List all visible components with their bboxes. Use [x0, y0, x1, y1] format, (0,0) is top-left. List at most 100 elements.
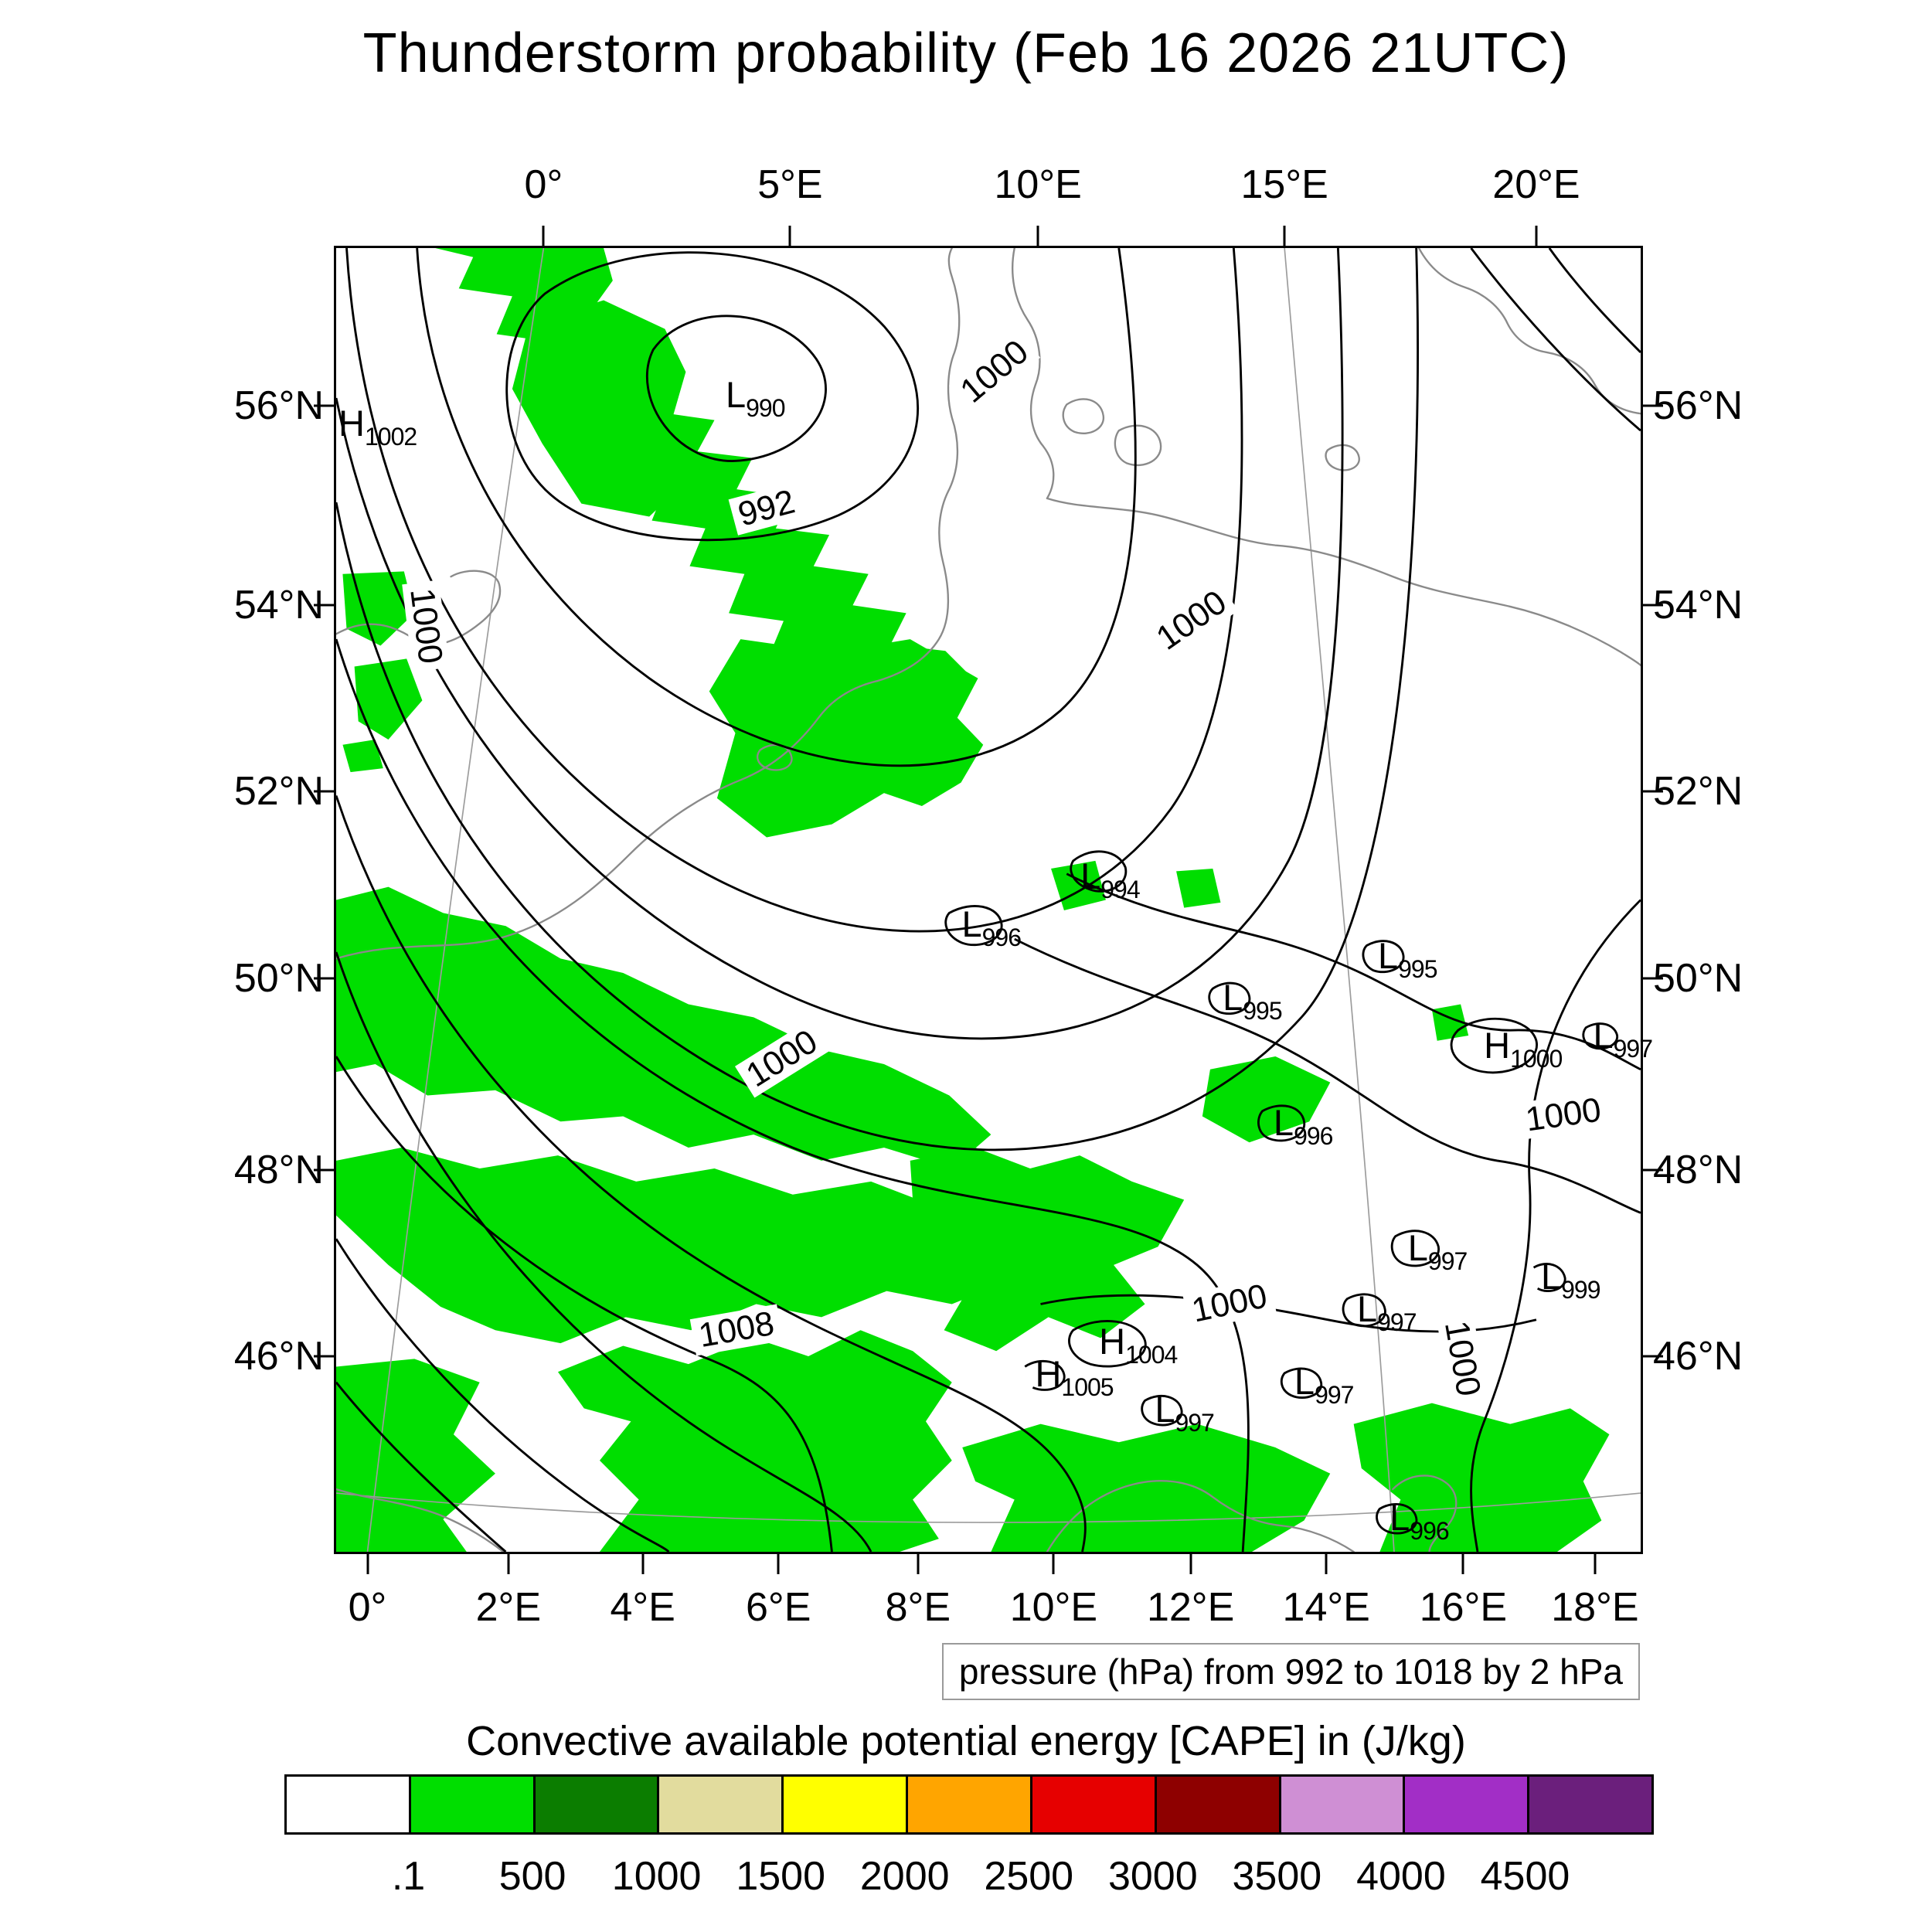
pressure-contour	[1390, 1230, 1440, 1267]
pressure-center: L997	[1155, 1388, 1215, 1437]
cape-shaded-region	[962, 1423, 1331, 1552]
pressure-contour	[336, 1056, 833, 1552]
pressure-contour	[645, 315, 827, 462]
axis-tick-label-top: 15°E	[1240, 162, 1328, 207]
pressure-center-value: 996	[1410, 1516, 1449, 1545]
axis-tick-label-bottom: 0°	[348, 1585, 387, 1630]
coastline	[1046, 497, 1641, 667]
pressure-center-value: 995	[1398, 954, 1437, 983]
pressure-center-value: 999	[1561, 1275, 1600, 1304]
pressure-center-value: 997	[1427, 1247, 1468, 1275]
axis-tick-label-bottom: 14°E	[1282, 1585, 1370, 1630]
coastline	[1012, 248, 1055, 500]
axis-tick-top	[542, 226, 545, 246]
pressure-center-letter: L	[1080, 855, 1101, 896]
pressure-center: H1005	[1035, 1352, 1114, 1401]
axis-tick-bottom	[366, 1554, 369, 1574]
pressure-contour	[944, 905, 1003, 947]
pressure-contour	[1068, 1320, 1147, 1368]
pressure-center-letter: H	[338, 403, 366, 444]
graticule-line	[1284, 248, 1395, 1552]
axis-tick-label-right: 56°N	[1653, 383, 1743, 429]
pressure-center-letter: L	[1223, 976, 1243, 1018]
axis-tick-label-top: 20°E	[1492, 162, 1580, 207]
coastline	[1046, 1480, 1355, 1552]
colorbar	[284, 1774, 1654, 1835]
colorbar-cell	[410, 1777, 536, 1832]
map-frame: 1000 992 1000 1000 1000 1000 1000 1000 1008 H1002…	[234, 162, 1743, 1630]
pressure-contour	[505, 251, 919, 542]
pressure-center-letter: L	[1377, 934, 1399, 976]
pressure-contour	[416, 248, 1137, 767]
pressure-contour	[1141, 1394, 1183, 1427]
contour-value-label: 1008	[689, 1304, 784, 1356]
pressure-contour	[1257, 1104, 1305, 1142]
axis-tick-label-bottom: 10°E	[1009, 1585, 1098, 1630]
pressure-center-letter: L	[1593, 1014, 1614, 1056]
colorbar-cell	[1032, 1777, 1157, 1832]
contour-value-label: 1000	[1436, 1312, 1488, 1406]
pressure-center: L999	[1540, 1254, 1601, 1303]
coastline	[876, 248, 961, 682]
pressure-center-value: 994	[1100, 875, 1140, 903]
pressure-center-value: 996	[981, 923, 1022, 951]
axis-tick-top	[1283, 226, 1286, 246]
pressure-contour	[1208, 981, 1251, 1015]
contour-value-label: 1000	[402, 580, 450, 672]
axis-tick-bottom	[777, 1554, 780, 1574]
pressure-center-letter: L	[1389, 1496, 1410, 1538]
pressure-center-letter: H	[1099, 1320, 1126, 1362]
pressure-contour	[345, 248, 1243, 933]
pressure-contour	[336, 795, 1087, 1552]
map-overlays: 1000 992 1000 1000 1000 1000 1000 1000 1008 H1002…	[336, 248, 1653, 1552]
axis-tick-right	[1643, 1168, 1663, 1172]
pressure-contour	[1532, 1263, 1566, 1293]
axis-tick-bottom	[1594, 1554, 1597, 1574]
pressure-contour	[1040, 1294, 1537, 1333]
pressure-contour	[1342, 1293, 1386, 1328]
axis-tick-label-right: 52°N	[1653, 769, 1743, 815]
pressure-note: pressure (hPa) from 992 to 1018 by 2 hPa	[941, 1643, 1640, 1700]
pressure-contour	[1014, 937, 1641, 1214]
pressure-contour	[1376, 1502, 1418, 1535]
axis-tick-left	[314, 604, 334, 607]
axis-tick-right	[1643, 604, 1663, 607]
axis-tick-label-left: 46°N	[233, 1333, 324, 1379]
pressure-contour	[336, 1381, 507, 1552]
colorbar-tick-label: 4000	[1356, 1854, 1446, 1899]
colorbar-title: Convective available potential energy [C…	[466, 1718, 1466, 1764]
colorbar-tick-label: 1000	[611, 1854, 702, 1899]
pressure-center-letter: L	[1540, 1255, 1562, 1297]
axis-tick-left	[314, 1168, 334, 1172]
pressure-contour	[1470, 248, 1641, 432]
pressure-center: L990	[726, 373, 786, 422]
axis-tick-left	[314, 977, 334, 980]
pressure-center-value: 995	[1243, 996, 1282, 1025]
pressure-center-letter: L	[1407, 1226, 1428, 1268]
pressure-center: H1004	[1099, 1320, 1178, 1369]
pressure-contour	[1066, 872, 1641, 1071]
colorbar-tick-label: 3500	[1232, 1854, 1322, 1899]
cape-shaded-region	[709, 639, 978, 838]
pressure-center-value: 996	[1294, 1121, 1333, 1150]
pressure-contour	[336, 951, 872, 1552]
map-canvas	[336, 248, 1641, 1552]
pressure-center-value: 1002	[365, 423, 417, 451]
coastline	[336, 1488, 505, 1552]
axis-tick-label-left: 54°N	[233, 583, 324, 628]
contour-value-label: 992	[728, 481, 805, 536]
axis-tick-bottom	[641, 1554, 645, 1574]
pressure-center: L997	[1357, 1287, 1417, 1336]
contour-value-label: 1000	[1517, 1090, 1611, 1140]
coastline	[1114, 424, 1162, 467]
pressure-contour	[336, 1238, 670, 1552]
axis-tick-right	[1643, 790, 1663, 793]
cape-shaded-region	[557, 1330, 952, 1552]
cape-shaded-region	[336, 1148, 1122, 1344]
pressure-center: H1000	[1484, 1024, 1563, 1073]
colorbar-tick-label: 500	[498, 1854, 566, 1899]
axis-tick-label-bottom: 16°E	[1419, 1585, 1508, 1630]
axis-tick-left	[314, 790, 334, 793]
pressure-center: L997	[1593, 1013, 1653, 1062]
